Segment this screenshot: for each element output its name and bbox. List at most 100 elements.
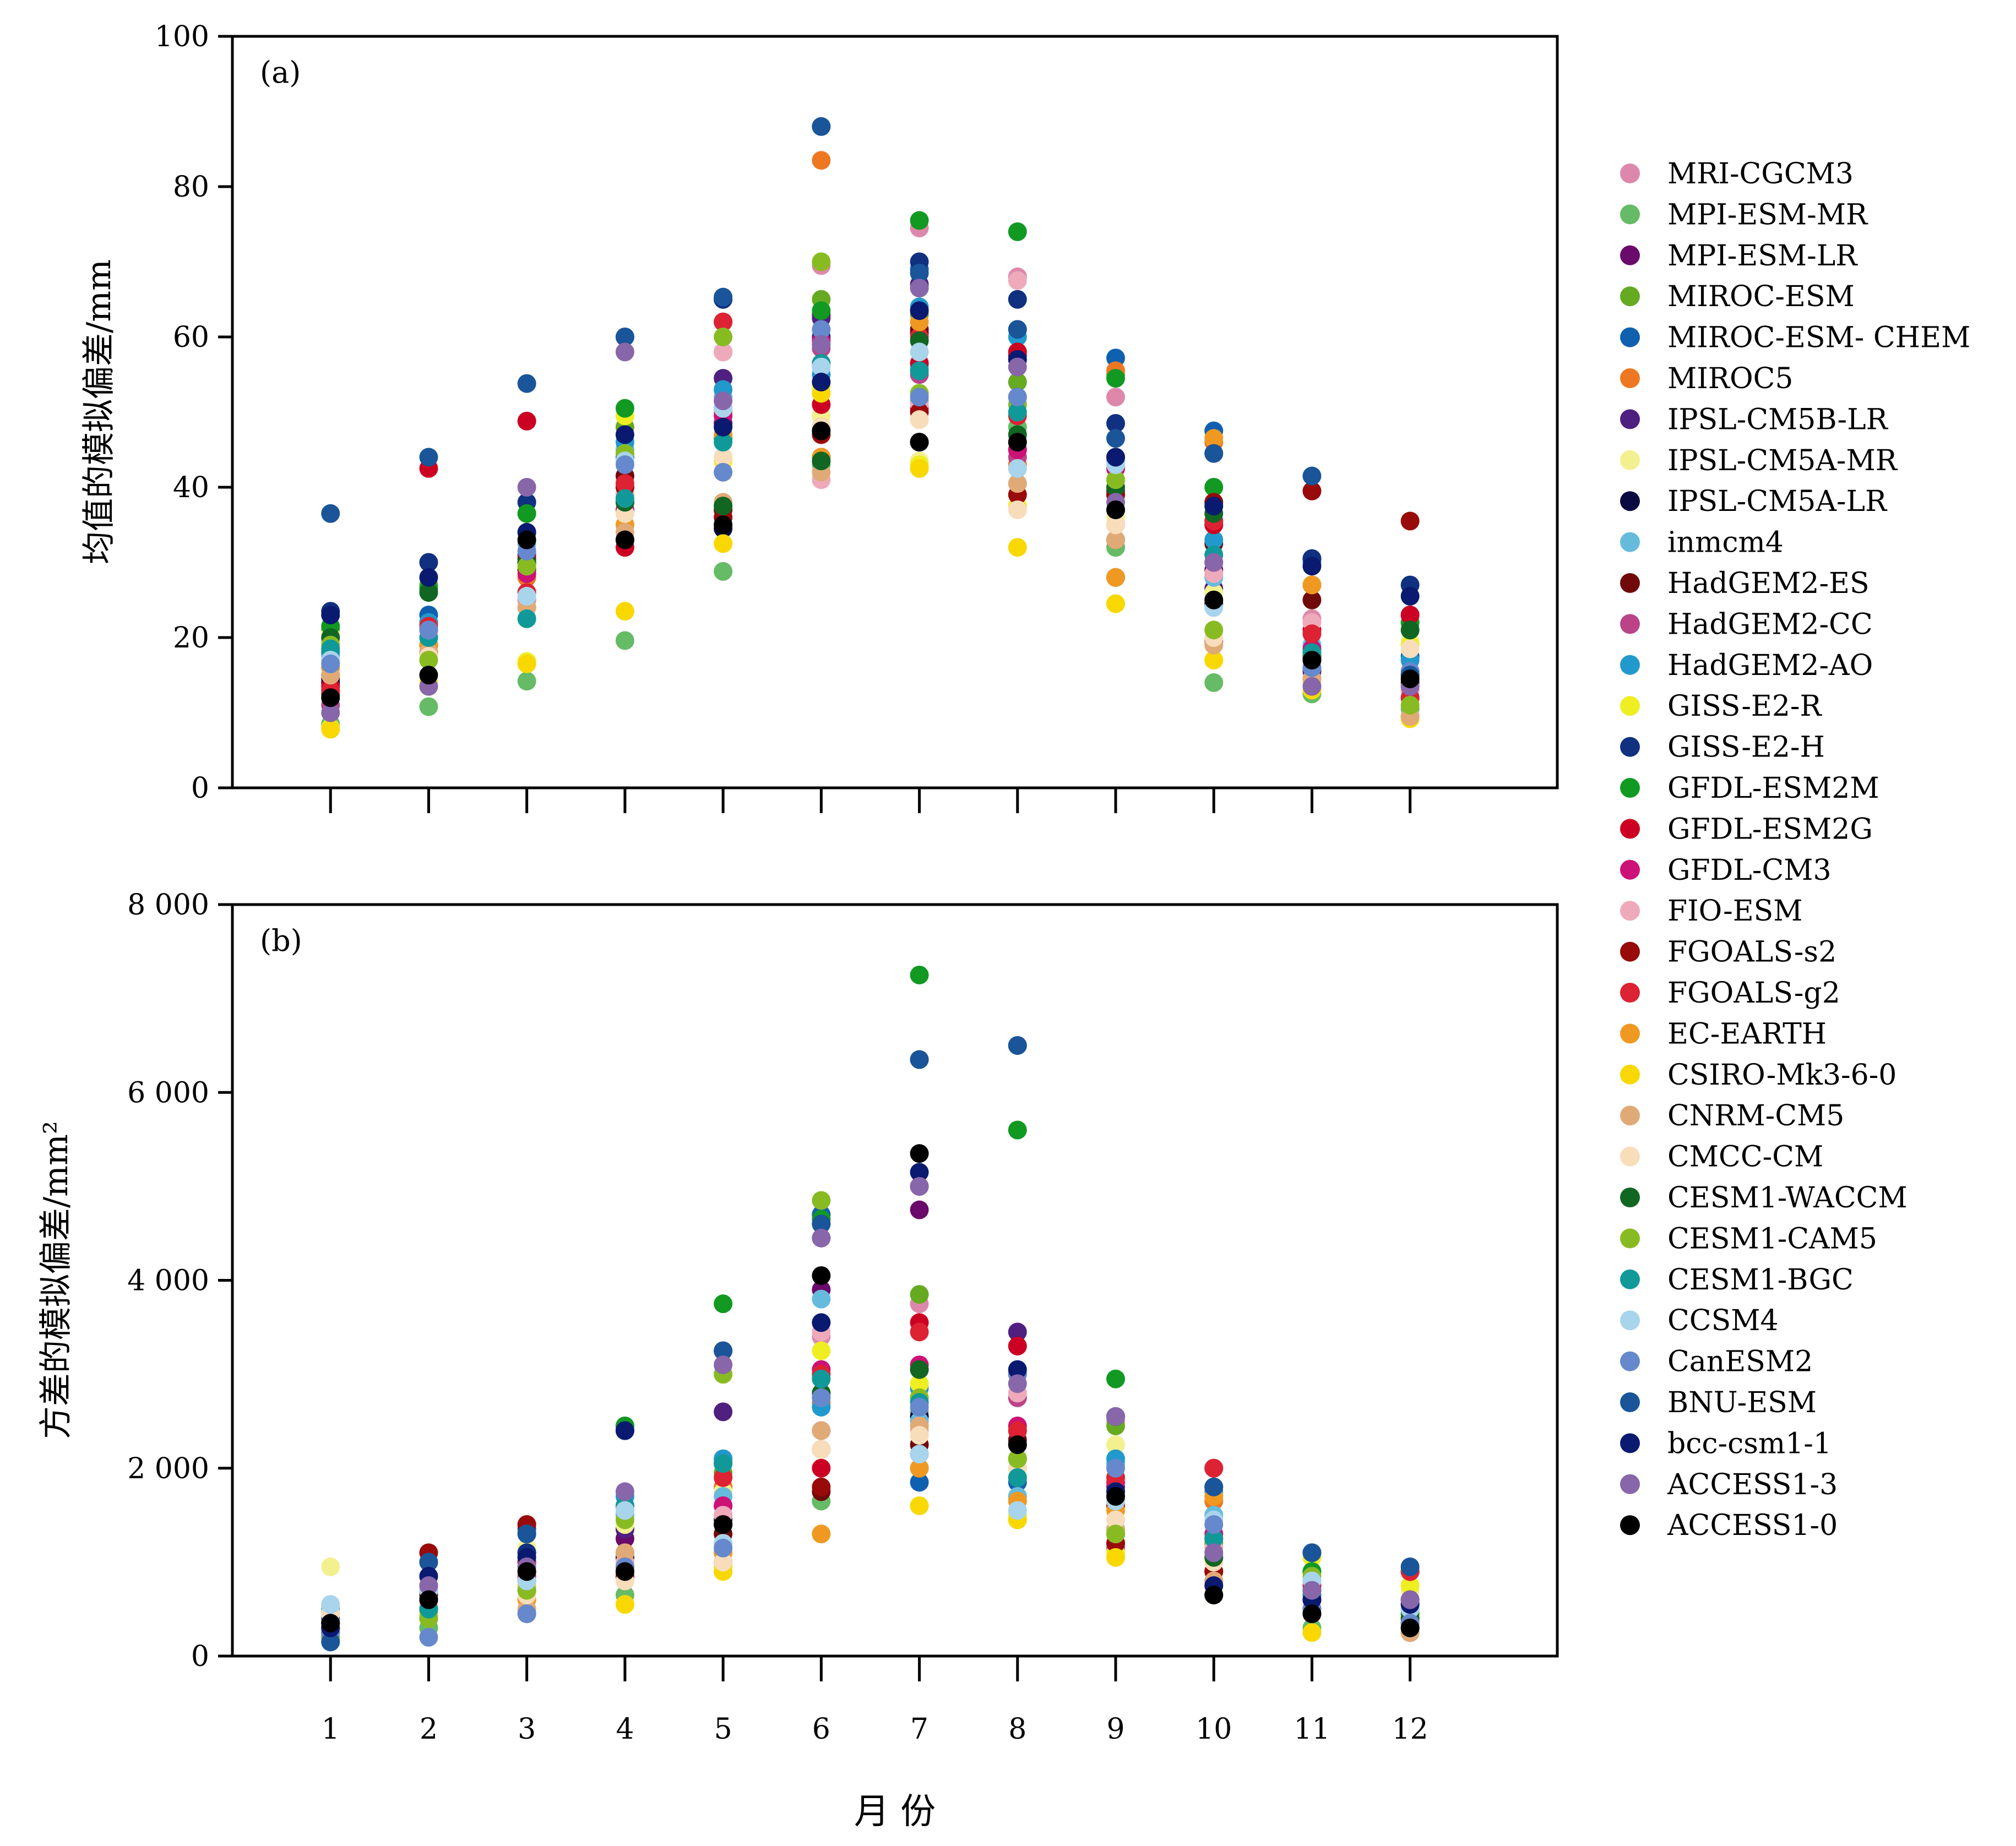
legend-marker [1620,859,1640,880]
data-point [1008,1468,1027,1487]
legend-item: IPSL-CM5A-MR [1620,444,1898,477]
data-point [1204,530,1224,549]
legend-label: CESM1-CAM5 [1667,1222,1877,1255]
legend-label: GFDL-ESM2M [1667,772,1879,805]
x-axis-title: 月 份 [854,1791,936,1832]
data-point [615,474,634,493]
legend-item: ACCESS1-0 [1620,1509,1838,1542]
data-point [1008,538,1027,557]
legend-label: bcc-csm1-1 [1667,1427,1832,1460]
data-point [1008,372,1027,391]
legend-label: CCSM4 [1667,1304,1779,1337]
data-point [1106,1486,1125,1506]
data-point [1400,1590,1420,1609]
legend-marker [1620,696,1640,716]
x-tick-label: 11 [1294,1713,1330,1746]
data-point [1008,222,1027,241]
data-point [517,504,536,523]
panel-a: (a) 均值的模拟偏差/mm 0 20 40 60 80 100 [80,20,1559,813]
panel-a-frame [231,35,1559,789]
y-tick-label: 80 [173,171,209,204]
data-point [1204,1458,1224,1478]
data-point [1008,1322,1027,1342]
data-point [517,672,536,691]
data-point [321,654,340,673]
legend-label: MRI-CGCM3 [1667,157,1854,190]
data-point [910,211,929,230]
data-point [910,1144,929,1163]
legend-item: EC-EARTH [1620,1017,1827,1050]
data-point [419,666,438,685]
panel-a-label: (a) [260,55,301,90]
legend-item: inmcm4 [1620,526,1784,559]
legend-label: GISS-E2-R [1667,690,1823,723]
data-point [812,320,831,339]
legend-item: MIROC5 [1620,362,1793,395]
data-point [1204,673,1224,692]
panel-b-x-tick-labels: 1 2 3 4 5 6 7 8 9 10 11 12 [322,1713,1428,1746]
data-point [1400,586,1420,606]
data-point [812,1191,831,1210]
data-point [1106,1510,1125,1529]
legend-label: FGOALS-g2 [1667,977,1840,1010]
data-point [1302,1581,1322,1600]
y-tick-label: 40 [173,471,209,504]
legend-marker [1620,1310,1640,1331]
data-point [812,1440,831,1459]
data-point [321,703,340,722]
legend-item: IPSL-CM5B-LR [1620,403,1889,436]
data-point [1008,433,1027,452]
data-point [1302,1623,1322,1642]
y-tick-label: 60 [173,321,209,354]
x-tick-label: 9 [1106,1713,1124,1746]
x-tick-label: 4 [616,1713,634,1746]
data-point [1106,568,1125,587]
legend-label: MPI-ESM-LR [1667,239,1858,273]
data-point [812,357,831,377]
data-point [714,462,733,482]
legend-label: GISS-E2-H [1667,731,1825,764]
data-point [1106,413,1125,433]
data-point [1302,557,1322,576]
data-point [615,489,634,508]
data-point [615,399,634,418]
data-point [714,534,733,553]
y-tick-label: 100 [155,20,209,53]
data-point [910,1374,929,1393]
data-point [615,455,634,475]
data-point [714,1538,733,1558]
data-point [615,602,634,621]
data-point [1302,650,1322,669]
data-point [910,1458,929,1478]
data-point [517,557,536,576]
data-point [714,515,733,535]
data-point [1302,624,1322,644]
data-point [910,1200,929,1219]
data-point [1008,1120,1027,1140]
legend-item: bcc-csm1-1 [1620,1427,1832,1460]
data-point [1302,466,1322,486]
data-point [321,1632,340,1652]
data-point [1204,444,1224,463]
data-point [1106,470,1125,489]
panel-b-x-ticks [329,1656,1412,1681]
panel-b-y-ticks: 0 2 000 4 000 6 000 8 000 [127,889,232,1673]
x-tick-label: 2 [420,1713,438,1746]
legend-marker [1620,819,1640,839]
data-point [321,1614,340,1633]
legend-label: CNRM-CM5 [1667,1099,1844,1132]
panel-b-frame [231,903,1559,1658]
data-point [812,117,831,136]
data-point [812,335,831,354]
data-point [812,1266,831,1285]
data-point [812,421,831,440]
legend-marker [1620,778,1640,798]
legend-label: EC-EARTH [1667,1017,1827,1050]
data-point [321,1557,340,1576]
data-point [910,1050,929,1069]
data-point [1400,695,1420,715]
data-point [910,279,929,298]
data-point [1204,1586,1224,1605]
data-point [1302,1604,1322,1624]
